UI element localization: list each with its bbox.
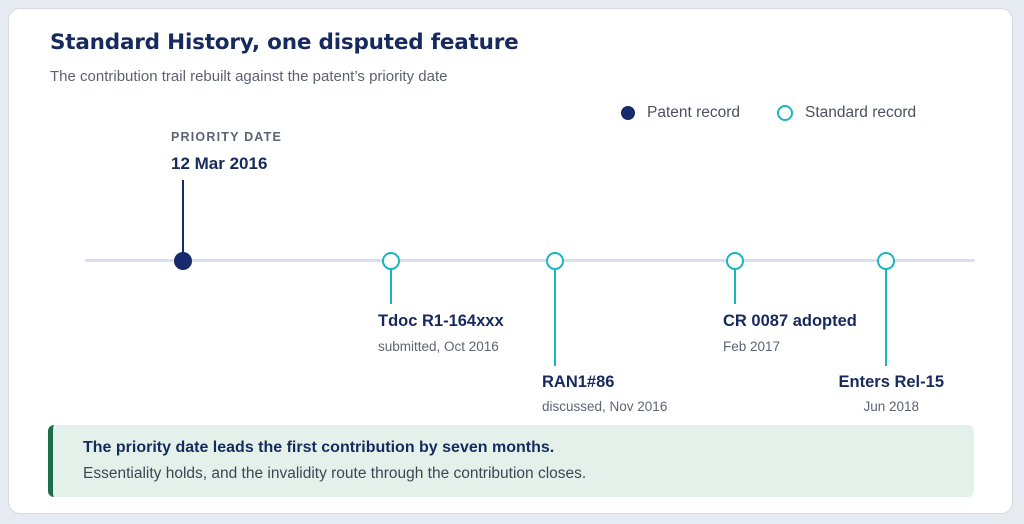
event-stem-2 — [554, 270, 556, 366]
event-date-2: discussed, Nov 2016 — [542, 399, 668, 414]
event-node-4 — [877, 252, 895, 270]
filled-circle-icon — [621, 106, 635, 120]
page-subtitle: The contribution trail rebuilt against t… — [50, 68, 448, 85]
priority-node — [174, 252, 192, 270]
event-label-4: Enters Rel-15 — [838, 373, 944, 391]
event-stem-1 — [390, 270, 392, 304]
legend-patent-record: Patent record — [621, 103, 740, 123]
event-node-3 — [726, 252, 744, 270]
legend-patent-label: Patent record — [647, 104, 741, 121]
legend-standard-label: Standard record — [805, 104, 917, 121]
event-node-1 — [382, 252, 400, 270]
event-date-4: Jun 2018 — [863, 399, 919, 414]
event-node-2 — [546, 252, 564, 270]
priority-date-value: 12 Mar 2016 — [171, 154, 268, 173]
event-date-1: submitted, Oct 2016 — [378, 339, 499, 354]
event-stem-3 — [734, 270, 736, 304]
event-label-2: RAN1#86 — [542, 373, 615, 391]
conclusion-callout: The priority date leads the first contri… — [48, 425, 974, 497]
event-label-3: CR 0087 adopted — [723, 312, 857, 330]
event-label-1: Tdoc R1-164xxx — [378, 312, 504, 330]
callout-body: Essentiality holds, and the invalidity r… — [83, 465, 587, 482]
timeline-axis — [85, 259, 975, 262]
page-title: Standard History, one disputed feature — [50, 30, 519, 55]
open-circle-icon — [777, 105, 793, 121]
priority-stem — [182, 180, 184, 260]
legend-standard-record: Standard record — [777, 103, 916, 123]
event-date-3: Feb 2017 — [723, 339, 781, 354]
priority-date-caption: PRIORITY DATE — [171, 130, 282, 144]
callout-title: The priority date leads the first contri… — [83, 439, 555, 456]
event-stem-4 — [885, 270, 887, 366]
